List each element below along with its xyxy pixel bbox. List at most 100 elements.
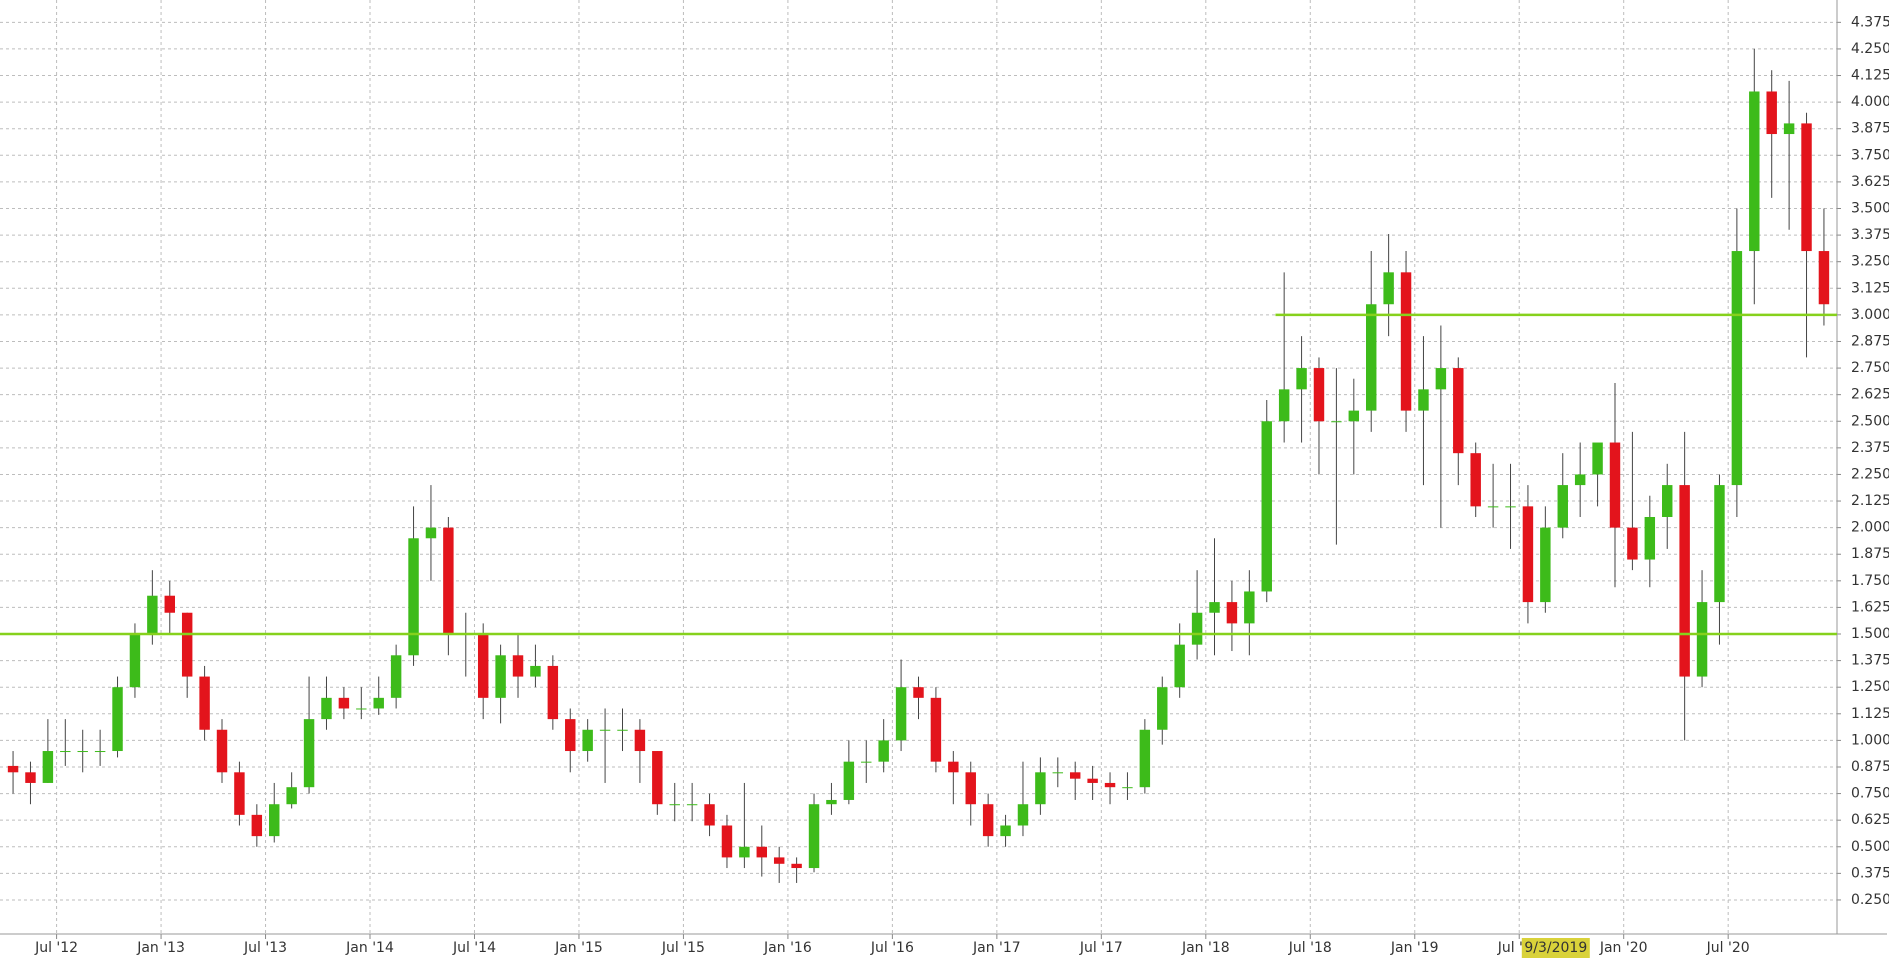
candle-body [1261, 421, 1272, 592]
candle-body [634, 729, 646, 752]
candle-body [1574, 474, 1586, 486]
candle-body [1749, 91, 1760, 252]
candle-body [60, 751, 71, 753]
x-tick-label: Jan '16 [763, 940, 812, 956]
candle-body [1000, 825, 1011, 837]
candle-body [1557, 485, 1568, 528]
candle-body [1069, 772, 1081, 779]
candle-body [425, 527, 437, 539]
x-tick-label: Jul '14 [452, 940, 496, 956]
candle-body [1174, 644, 1185, 688]
candle-body [1592, 442, 1603, 475]
candle-body [1818, 251, 1830, 305]
x-tick-label: Jul '20 [1706, 940, 1750, 956]
candle-body [338, 697, 350, 709]
candle-body [1540, 527, 1551, 603]
candle-body [1627, 527, 1638, 560]
y-tick-label: 3.625 [1851, 174, 1889, 190]
candle-body [704, 804, 715, 826]
candle-body [286, 787, 297, 805]
candle-body [965, 772, 976, 805]
candle-body [843, 761, 855, 800]
candle-body [878, 740, 889, 762]
candle-body [1209, 602, 1220, 613]
candle-body [1331, 421, 1342, 423]
candle-body [913, 687, 924, 698]
candle-body [1522, 506, 1534, 603]
y-tick-label: 2.375 [1851, 440, 1889, 456]
x-tick-label: Jul '17 [1079, 940, 1123, 956]
candle-body [721, 825, 733, 858]
candle-body [321, 697, 332, 720]
x-tick-label: Jul '15 [661, 940, 705, 956]
candle-body [1731, 251, 1743, 486]
y-tick-label: 3.000 [1851, 307, 1889, 323]
x-tick-label: Jan '13 [136, 940, 185, 956]
candle-body [25, 772, 36, 783]
x-tick-label: Jan '19 [1390, 940, 1439, 956]
candle-body [216, 729, 228, 773]
candle-body [1679, 485, 1690, 677]
y-tick-label: 3.750 [1851, 147, 1889, 163]
y-tick-label: 2.875 [1851, 333, 1889, 349]
candle-body [1470, 453, 1481, 507]
candle-body [1435, 368, 1447, 390]
candle-body [1157, 687, 1168, 730]
candle-body [948, 761, 959, 773]
candle-body [1714, 485, 1725, 603]
candle-body [617, 729, 628, 731]
candle-body [129, 634, 141, 688]
candle-body [1418, 389, 1429, 411]
candle-body [739, 846, 750, 858]
y-tick-label: 1.500 [1851, 626, 1889, 642]
y-tick-label: 4.125 [1851, 68, 1889, 84]
candle-body [443, 527, 454, 635]
y-tick-label: 1.875 [1851, 546, 1889, 562]
candle-body [1487, 506, 1499, 508]
candle-body [112, 687, 123, 752]
y-tick-label: 1.375 [1851, 653, 1889, 669]
y-tick-label: 3.250 [1851, 254, 1889, 270]
candle-body [147, 595, 158, 635]
candle-body [1226, 602, 1238, 624]
y-tick-label: 2.000 [1851, 520, 1889, 536]
candle-body [599, 729, 611, 731]
candle-body [930, 697, 942, 762]
x-tick-label: Jan '20 [1599, 940, 1648, 956]
candle-body [861, 761, 872, 763]
y-tick-label: 0.750 [1851, 786, 1889, 802]
candle-body [269, 804, 280, 837]
y-tick-label: 2.250 [1851, 466, 1889, 482]
candle-body [373, 697, 384, 709]
candle-body [669, 804, 680, 806]
candle-body [1400, 272, 1412, 411]
candle-body [234, 772, 245, 815]
y-tick-label: 3.875 [1851, 121, 1889, 137]
candle-body [199, 676, 210, 730]
candle-body [1122, 787, 1133, 789]
candle-body [181, 612, 193, 677]
candle-body [1662, 485, 1673, 517]
candle-body [42, 751, 54, 783]
x-tick-label: Jul '16 [870, 940, 914, 956]
candle-body [756, 846, 768, 858]
x-tick-label: Jan '14 [345, 940, 394, 956]
x-tick-label: Jul '18 [1288, 940, 1332, 956]
candle-body [895, 687, 907, 741]
candle-body [1313, 368, 1325, 422]
candle-body [1244, 591, 1255, 624]
y-tick-label: 1.625 [1851, 599, 1889, 615]
candle-body [356, 708, 367, 710]
x-tick-label: Jan '17 [972, 940, 1021, 956]
x-tick-label: Jul '13 [243, 940, 287, 956]
candle-body [164, 595, 175, 613]
candle-body [1139, 729, 1151, 788]
candle-body [477, 634, 489, 698]
candle-body [495, 655, 506, 698]
candle-body [1278, 389, 1290, 422]
y-tick-label: 1.000 [1851, 732, 1889, 748]
candle-body [1104, 782, 1116, 788]
y-tick-label: 0.625 [1851, 812, 1889, 828]
candle-body [1087, 778, 1098, 783]
candle-body [1383, 272, 1394, 305]
